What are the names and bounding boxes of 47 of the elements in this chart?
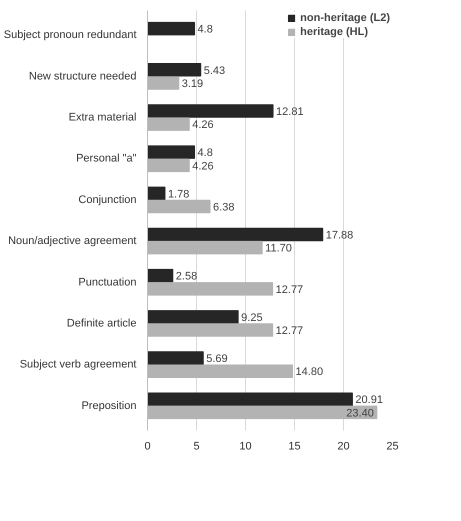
- data-label: 12.81: [276, 106, 304, 118]
- y-tick-label: Punctuation: [78, 276, 137, 288]
- data-label: 5.43: [204, 64, 226, 77]
- bar: [148, 145, 196, 159]
- y-tick-label: Extra material: [68, 112, 137, 124]
- y-tick-label: Subject pronoun redundant: [4, 29, 137, 42]
- y-tick-label: Subject verb agreement: [20, 358, 137, 371]
- y-tick-label: New structure needed: [28, 70, 137, 82]
- y-tick-label: Preposition: [81, 400, 137, 412]
- x-tick-label: 10: [239, 440, 252, 452]
- data-label: 9.25: [241, 312, 263, 324]
- bar: [148, 310, 239, 324]
- bar: [148, 63, 202, 77]
- bar: [148, 351, 204, 365]
- x-tick-label: 15: [288, 440, 301, 452]
- data-label: 17.88: [326, 230, 354, 242]
- x-tick-label: 25: [386, 440, 399, 452]
- data-label: 4.26: [192, 119, 214, 132]
- x-tick-label: 20: [337, 440, 350, 452]
- data-label: 4.8: [198, 24, 213, 36]
- data-label: 4.26: [192, 160, 214, 172]
- data-label: 4.8: [198, 147, 213, 160]
- legend-label: non-heritage (L2): [300, 12, 390, 24]
- y-tick-label: Personal "a": [76, 152, 137, 165]
- bar: [148, 392, 353, 406]
- data-label: 2.58: [176, 270, 198, 283]
- data-label: 6.38: [213, 202, 234, 214]
- data-label: 3.19: [182, 78, 204, 90]
- data-label: 11.70: [265, 242, 292, 255]
- bar: [148, 186, 166, 200]
- bar: [148, 104, 274, 118]
- bar: [148, 22, 196, 36]
- bar: [148, 268, 174, 282]
- data-label: 20.91: [355, 394, 383, 406]
- x-tick-label: 0: [144, 440, 151, 452]
- data-label: 14.80: [296, 366, 324, 378]
- y-tick-label: Conjunction: [78, 194, 136, 206]
- bar: [148, 228, 324, 242]
- y-tick-label: Noun/adjective agreement: [8, 235, 137, 248]
- legend-label: heritage (HL): [300, 26, 368, 38]
- data-label: 23.40: [346, 407, 374, 420]
- data-label: 1.78: [168, 188, 190, 200]
- data-label: 12.77: [276, 325, 304, 338]
- y-tick-label: Definite article: [66, 317, 137, 330]
- x-tick-label: 5: [193, 440, 200, 452]
- data-label: 12.77: [276, 284, 304, 296]
- data-label: 5.69: [206, 353, 228, 366]
